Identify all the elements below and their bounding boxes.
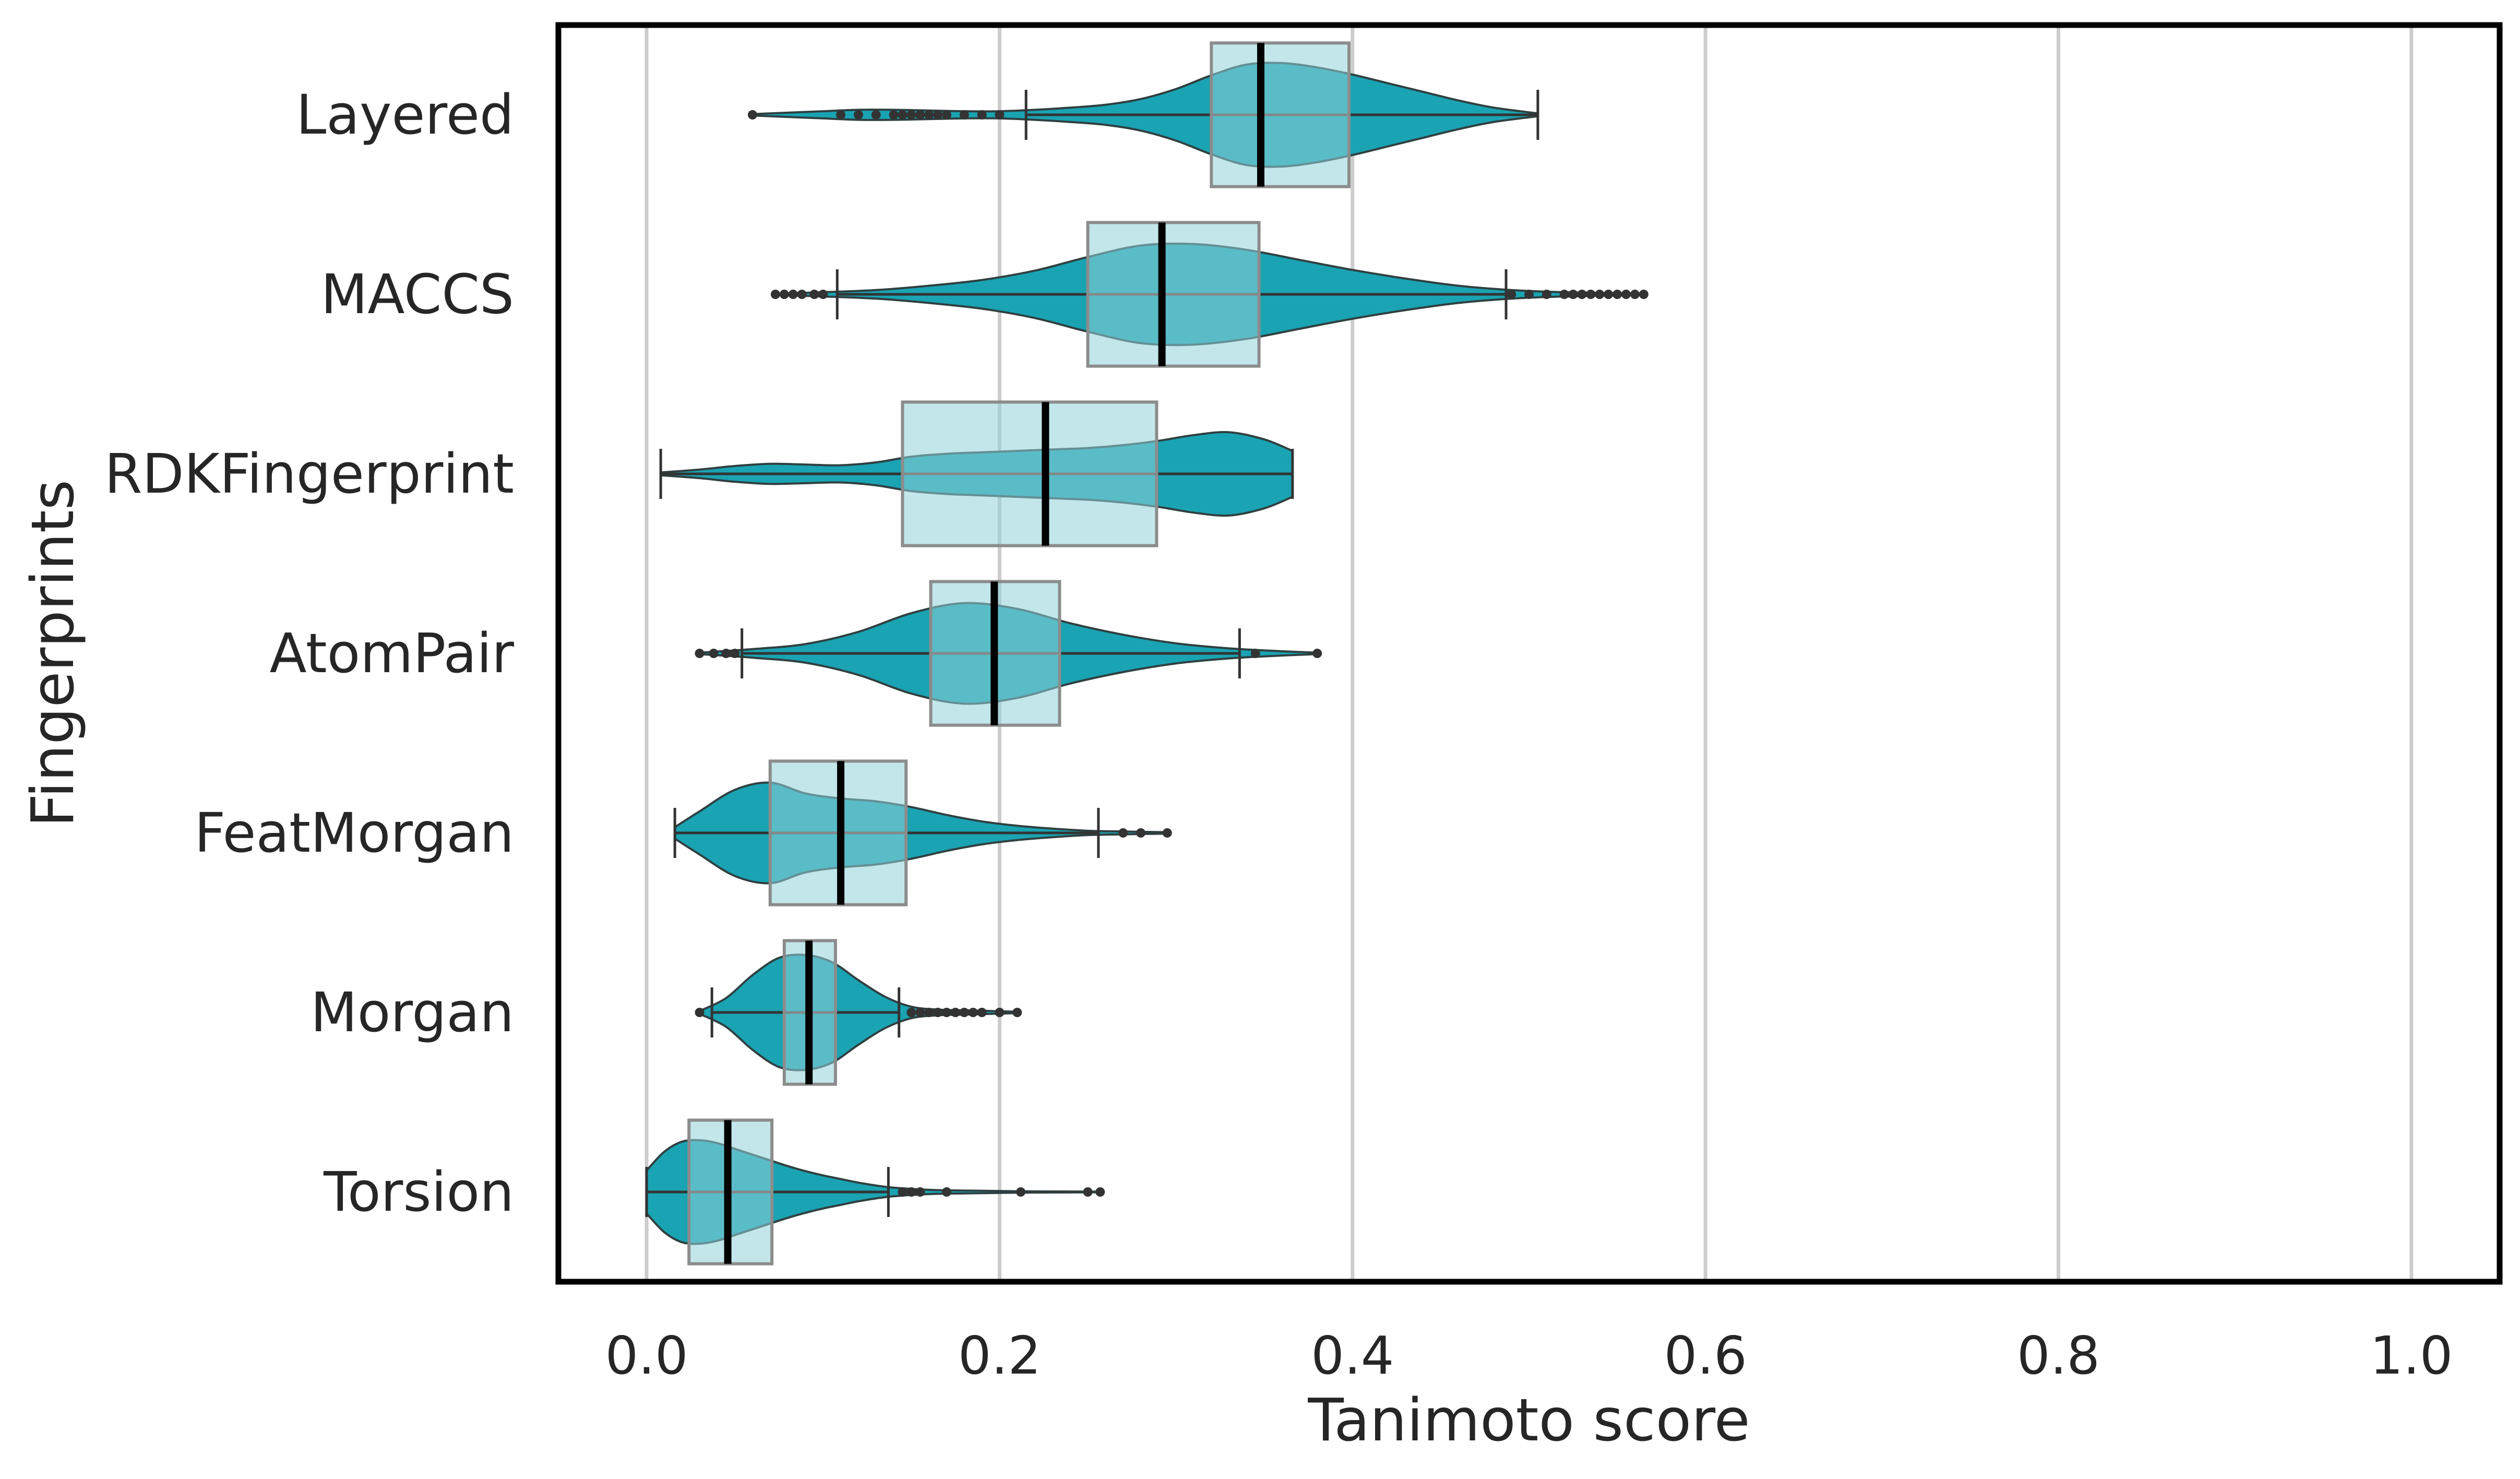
outlier-point — [977, 110, 987, 120]
outlier-point — [995, 1008, 1005, 1017]
plot-frame — [555, 22, 2503, 1285]
outlier-point — [1162, 828, 1172, 838]
outlier-point — [906, 1187, 916, 1197]
outlier-point — [942, 110, 951, 120]
outlier-point — [915, 1187, 925, 1197]
x-tick-labels: 0.0 0.2 0.4 0.6 0.8 1.0 — [605, 1325, 2453, 1386]
x-tick-label: 1.0 — [2370, 1325, 2453, 1386]
outlier-point — [730, 649, 740, 658]
outlier-point — [788, 290, 798, 299]
x-tick-label: 0.0 — [605, 1325, 688, 1386]
x-axis-title: Tanimoto score — [1307, 1387, 1750, 1454]
outlier-point — [1136, 828, 1145, 838]
outlier-point — [1016, 1187, 1026, 1197]
outlier-point — [1012, 1008, 1022, 1017]
outlier-point — [1524, 290, 1534, 299]
outlier-point — [1542, 290, 1551, 299]
outlier-point — [1604, 290, 1614, 299]
y-tick-label: Morgan — [310, 981, 514, 1044]
outlier-point — [748, 110, 757, 120]
y-tick-label: AtomPair — [270, 622, 515, 685]
outlier-point — [898, 110, 907, 120]
outlier-point — [942, 1008, 951, 1017]
outlier-points — [695, 110, 1649, 1197]
outlier-point — [995, 110, 1005, 120]
outlier-point — [818, 290, 828, 299]
outlier-point — [1586, 290, 1596, 299]
outlier-point — [1559, 290, 1569, 299]
outlier-point — [1250, 649, 1260, 658]
outlier-point — [1577, 290, 1587, 299]
outlier-point — [1083, 1187, 1093, 1197]
outlier-point — [977, 1008, 987, 1017]
x-tick-label: 0.4 — [1311, 1325, 1394, 1386]
outlier-point — [959, 110, 969, 120]
outlier-point — [1568, 290, 1578, 299]
outlier-point — [1507, 290, 1516, 299]
outlier-point — [898, 1187, 907, 1197]
outlier-point — [871, 110, 881, 120]
outlier-point — [968, 1008, 978, 1017]
outlier-point — [924, 110, 934, 120]
y-tick-label: RDKFingerprint — [104, 442, 514, 506]
y-tick-label: Layered — [296, 83, 514, 147]
outlier-point — [1118, 828, 1128, 838]
outlier-point — [915, 1008, 925, 1017]
outlier-point — [1595, 290, 1605, 299]
outlier-point — [1630, 290, 1640, 299]
outlier-point — [906, 110, 916, 120]
outlier-point — [933, 110, 943, 120]
x-tick-label: 0.8 — [2017, 1325, 2100, 1386]
y-tick-label: MACCS — [321, 263, 514, 326]
outlier-point — [1613, 290, 1622, 299]
y-axis-title: Fingerprints — [19, 480, 87, 827]
outlier-point — [779, 290, 789, 299]
x-tick-label: 0.2 — [958, 1325, 1041, 1386]
outlier-point — [959, 1008, 969, 1017]
outlier-point — [1312, 649, 1322, 658]
outlier-point — [942, 1187, 951, 1197]
outlier-point — [836, 110, 846, 120]
outlier-point — [1639, 290, 1649, 299]
outlier-point — [797, 290, 807, 299]
outlier-point — [695, 1008, 704, 1017]
outlier-point — [721, 649, 731, 658]
y-tick-label: Torsion — [323, 1160, 514, 1224]
outlier-point — [853, 110, 863, 120]
outlier-point — [950, 1008, 960, 1017]
y-tick-labels: Layered MACCS RDKFingerprint AtomPair FeatMo… — [104, 83, 514, 1224]
outlier-point — [695, 649, 704, 658]
outlier-point — [809, 290, 819, 299]
outlier-point — [915, 110, 925, 120]
outlier-point — [709, 649, 719, 658]
outlier-point — [770, 290, 780, 299]
x-tick-label: 0.6 — [1664, 1325, 1747, 1386]
outlier-point — [1095, 1187, 1105, 1197]
y-tick-label: FeatMorgan — [194, 801, 514, 865]
outlier-point — [933, 1008, 943, 1017]
outlier-point — [924, 1008, 934, 1017]
boxes — [645, 41, 1539, 1266]
outlier-point — [906, 1008, 916, 1017]
outlier-point — [889, 110, 899, 120]
outlier-point — [1621, 290, 1631, 299]
